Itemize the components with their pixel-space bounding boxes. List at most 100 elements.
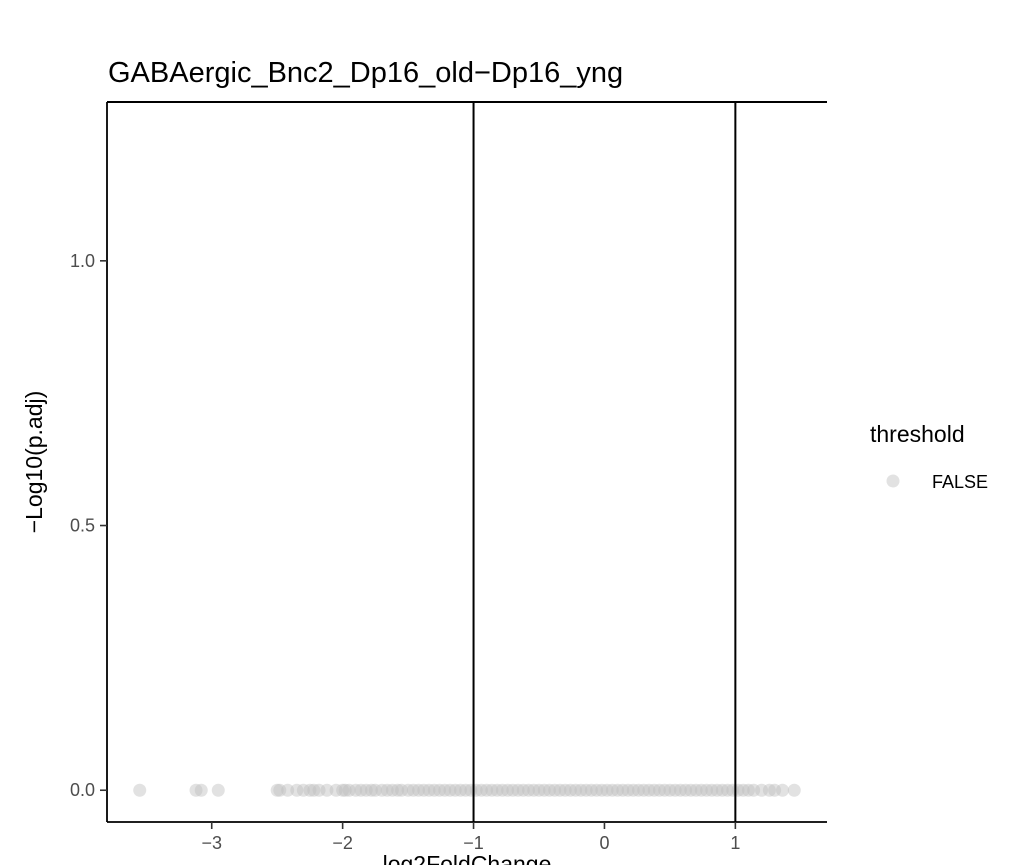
data-point bbox=[595, 783, 609, 797]
y-tick-label: 1.0 bbox=[70, 251, 95, 271]
data-point bbox=[637, 783, 651, 797]
data-point bbox=[705, 783, 719, 797]
data-point bbox=[558, 783, 572, 797]
data-point bbox=[658, 783, 672, 797]
chart-title: GABAergic_Bnc2_Dp16_old−Dp16_yng bbox=[108, 57, 623, 89]
data-point bbox=[329, 783, 343, 797]
data-points bbox=[133, 783, 801, 797]
data-point bbox=[511, 783, 525, 797]
data-point bbox=[273, 783, 287, 797]
data-point bbox=[406, 783, 420, 797]
data-point bbox=[320, 783, 334, 797]
data-point bbox=[631, 783, 645, 797]
y-tick-label: 0.5 bbox=[70, 516, 95, 536]
data-point bbox=[590, 783, 604, 797]
data-point bbox=[368, 783, 382, 797]
data-point bbox=[787, 783, 801, 797]
legend-title: threshold bbox=[870, 421, 965, 447]
data-point bbox=[663, 783, 677, 797]
y-axis-ticks: 0.0 0.5 1.0 bbox=[70, 251, 107, 800]
data-point bbox=[453, 783, 467, 797]
data-point bbox=[605, 783, 619, 797]
data-point bbox=[485, 783, 499, 797]
data-point bbox=[459, 783, 473, 797]
data-point bbox=[474, 783, 488, 797]
x-tick-label: −1 bbox=[463, 833, 484, 853]
data-point bbox=[532, 783, 546, 797]
data-point bbox=[480, 783, 494, 797]
data-point bbox=[133, 783, 147, 797]
data-point bbox=[569, 783, 583, 797]
data-point bbox=[684, 783, 698, 797]
data-point bbox=[336, 783, 350, 797]
data-point bbox=[349, 783, 363, 797]
legend-key-false bbox=[886, 474, 900, 488]
data-point bbox=[721, 783, 735, 797]
data-point bbox=[574, 783, 588, 797]
data-point bbox=[290, 783, 304, 797]
data-point bbox=[548, 783, 562, 797]
data-point bbox=[747, 783, 761, 797]
data-point bbox=[762, 783, 776, 797]
data-point bbox=[642, 783, 656, 797]
data-point bbox=[194, 783, 208, 797]
data-point bbox=[755, 783, 769, 797]
data-point bbox=[679, 783, 693, 797]
data-point bbox=[647, 783, 661, 797]
data-point bbox=[270, 783, 284, 797]
data-point bbox=[391, 783, 405, 797]
data-point bbox=[448, 783, 462, 797]
data-point bbox=[542, 783, 556, 797]
data-point bbox=[652, 783, 666, 797]
reference-lines bbox=[107, 101, 827, 822]
data-point bbox=[700, 783, 714, 797]
data-point bbox=[736, 783, 750, 797]
data-point bbox=[584, 783, 598, 797]
data-point bbox=[527, 783, 541, 797]
x-tick-label: 0 bbox=[599, 833, 609, 853]
data-point bbox=[694, 783, 708, 797]
legend-label-false: FALSE bbox=[932, 472, 988, 492]
data-point bbox=[422, 783, 436, 797]
data-point bbox=[600, 783, 614, 797]
data-point bbox=[438, 783, 452, 797]
data-point bbox=[364, 783, 378, 797]
data-point bbox=[443, 783, 457, 797]
data-point bbox=[338, 783, 352, 797]
data-point bbox=[563, 783, 577, 797]
data-point bbox=[775, 783, 789, 797]
data-point bbox=[359, 783, 373, 797]
data-point bbox=[427, 783, 441, 797]
data-point bbox=[741, 783, 755, 797]
x-tick-label: −3 bbox=[201, 833, 222, 853]
data-point bbox=[537, 783, 551, 797]
data-point bbox=[673, 783, 687, 797]
data-point bbox=[495, 783, 509, 797]
x-axis-ticks: −3 −2 −1 0 1 bbox=[201, 822, 740, 853]
data-point bbox=[710, 783, 724, 797]
data-point bbox=[715, 783, 729, 797]
data-point bbox=[501, 783, 515, 797]
data-point bbox=[689, 783, 703, 797]
data-point bbox=[354, 783, 368, 797]
data-point bbox=[303, 783, 317, 797]
y-tick-label: 0.0 bbox=[70, 780, 95, 800]
data-point bbox=[522, 783, 536, 797]
data-point bbox=[385, 783, 399, 797]
data-point bbox=[417, 783, 431, 797]
data-point bbox=[312, 783, 326, 797]
data-point bbox=[307, 783, 321, 797]
data-point bbox=[401, 783, 415, 797]
data-point bbox=[342, 783, 356, 797]
data-point bbox=[395, 783, 409, 797]
data-point bbox=[668, 783, 682, 797]
data-point bbox=[296, 783, 310, 797]
data-point bbox=[506, 783, 520, 797]
data-point bbox=[616, 783, 630, 797]
data-point bbox=[380, 783, 394, 797]
x-tick-label: −2 bbox=[332, 833, 353, 853]
data-point bbox=[490, 783, 504, 797]
data-point bbox=[375, 783, 389, 797]
data-point bbox=[433, 783, 447, 797]
